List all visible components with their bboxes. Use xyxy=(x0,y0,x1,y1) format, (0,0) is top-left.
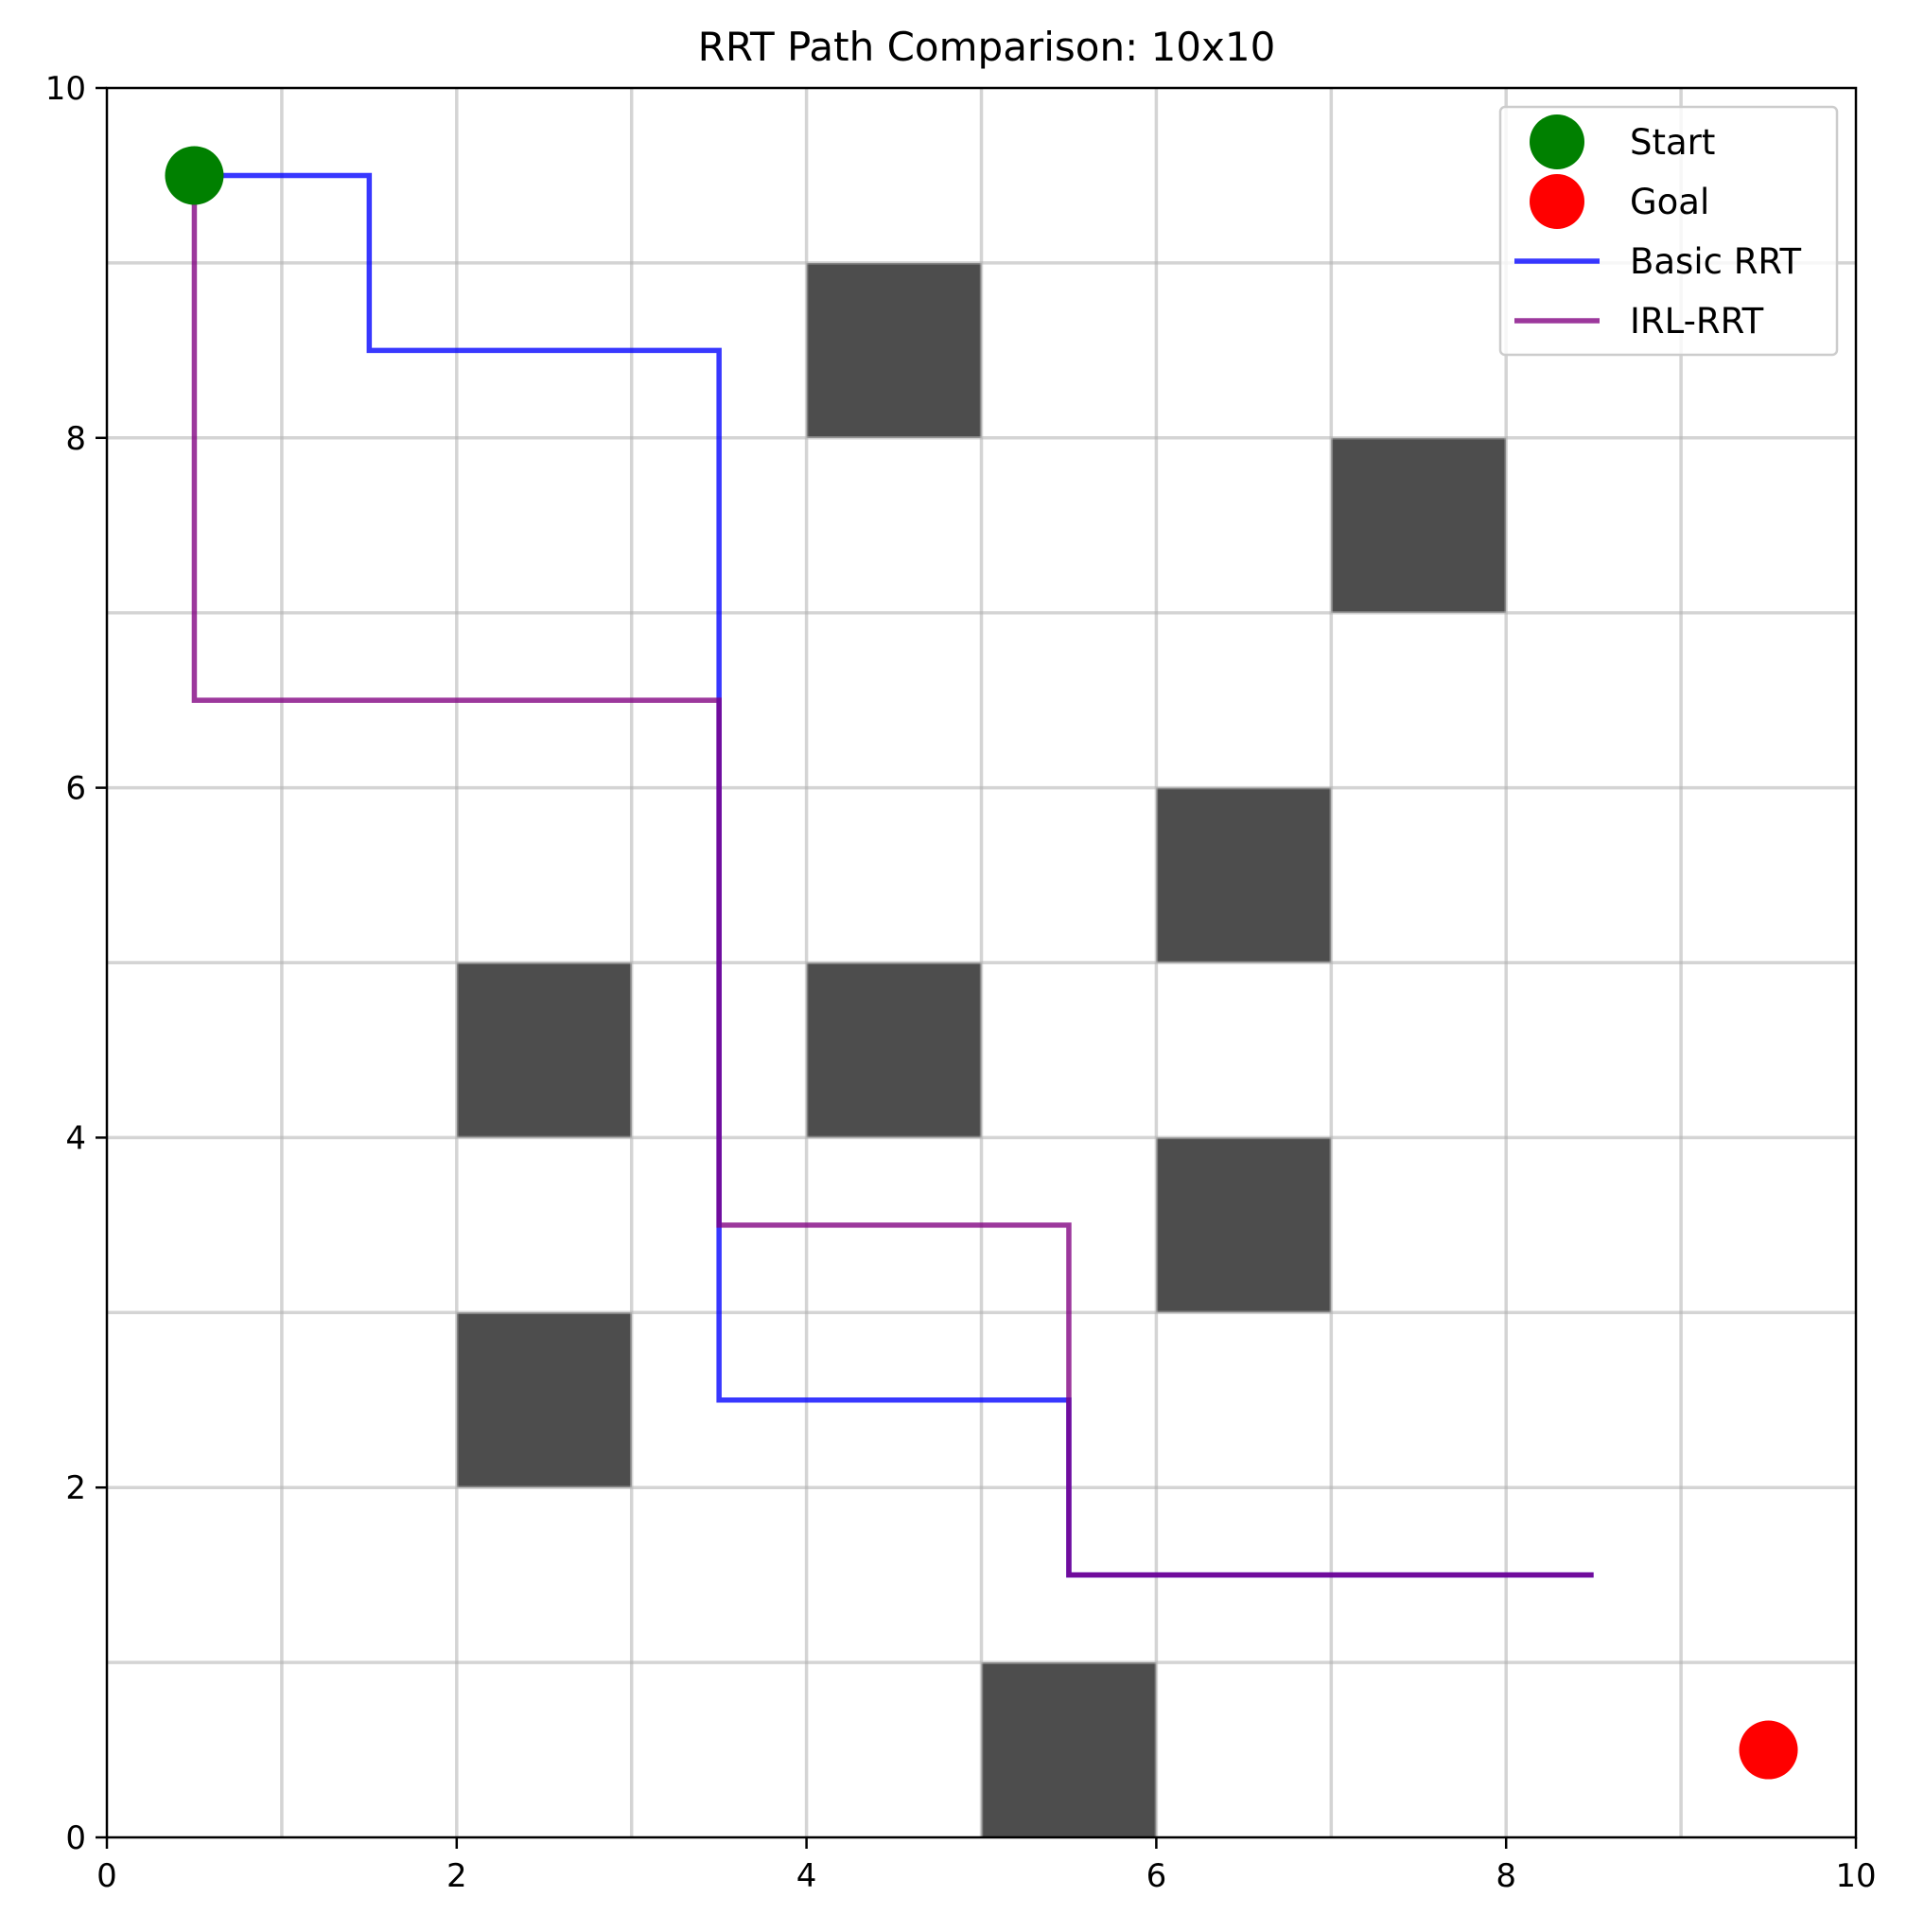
obstacle-cell xyxy=(1156,1137,1332,1313)
obstacle-cell xyxy=(806,962,982,1138)
y-tick-label: 4 xyxy=(65,1119,86,1157)
obstacle-cell xyxy=(1156,787,1332,963)
legend-label: Start xyxy=(1630,122,1715,163)
obstacle-cell xyxy=(456,962,632,1138)
obstacle-cell xyxy=(806,262,982,438)
y-tick-label: 8 xyxy=(65,420,86,458)
legend-label: IRL-RRT xyxy=(1630,301,1764,342)
start-marker xyxy=(165,146,224,205)
x-tick-label: 6 xyxy=(1146,1857,1167,1895)
axes-frame xyxy=(105,86,1858,1839)
series-line-irl-rrt xyxy=(191,175,1594,1578)
x-tick-label: 8 xyxy=(1496,1857,1516,1895)
x-tick-label: 4 xyxy=(796,1857,817,1895)
legend-marker xyxy=(1530,174,1584,229)
legend-box xyxy=(1498,105,1839,357)
legend-label: Goal xyxy=(1630,182,1709,222)
x-tick-label: 10 xyxy=(1835,1857,1876,1895)
obstacle-cell xyxy=(981,1662,1157,1837)
legend-label: Basic RRT xyxy=(1630,241,1801,282)
obstacle-cell xyxy=(456,1312,632,1488)
y-tick-label: 10 xyxy=(45,70,86,108)
chart-title: RRT Path Comparison: 10x10 xyxy=(698,24,1276,70)
x-tick-label: 0 xyxy=(96,1857,117,1895)
y-tick-label: 0 xyxy=(65,1819,86,1857)
legend: Start Goal Basic RRT IRL-RRT xyxy=(1498,105,1839,357)
x-tick-label: 2 xyxy=(446,1857,467,1895)
goal-marker xyxy=(1739,1720,1798,1780)
y-tick-label: 6 xyxy=(65,770,86,808)
legend-marker xyxy=(1530,114,1584,169)
y-tick-label: 2 xyxy=(65,1469,86,1507)
obstacle-cell xyxy=(1331,437,1507,613)
